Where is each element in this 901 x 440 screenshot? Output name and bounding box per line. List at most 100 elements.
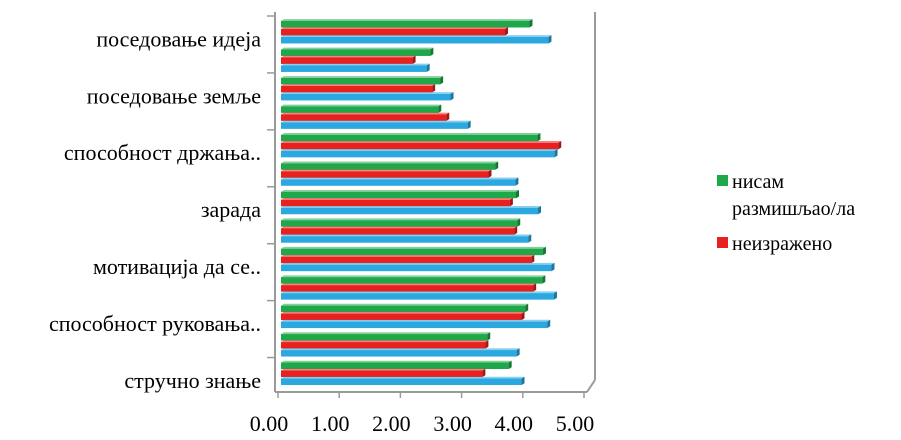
bar-2-11: [281, 350, 517, 357]
bar-1-1: [281, 57, 413, 64]
bar-2-3: [281, 122, 468, 129]
bar-top-1-6: [281, 197, 513, 200]
bar-1-6: [281, 199, 510, 207]
bar-0-4: [281, 134, 538, 142]
bar-top-1-7: [281, 226, 518, 229]
bar-2-9: [281, 293, 554, 300]
bar-2-1: [281, 65, 427, 72]
bar-end-0-0: [529, 19, 533, 28]
bar-top-1-9: [281, 283, 537, 286]
bar-end-0-4: [537, 133, 541, 142]
bars-group: [281, 19, 562, 386]
bar-0-10: [281, 305, 526, 313]
bar-end-1-3: [446, 112, 450, 121]
bar-top-1-0: [281, 27, 508, 29]
bar-end-1-1: [412, 55, 416, 64]
bar-0-7: [281, 220, 518, 227]
bar-top-1-8: [281, 254, 535, 257]
bar-top-2-7: [281, 234, 532, 237]
bar-top-1-11: [281, 340, 489, 343]
category-label: поседовање идеја: [96, 26, 261, 51]
x-axis-depth: [586, 379, 596, 393]
bar-end-0-5: [495, 161, 499, 170]
x-tick-label: 4.00: [495, 411, 534, 436]
bar-top-0-10: [281, 303, 529, 306]
bar-end-1-12: [482, 368, 486, 378]
bar-2-12: [281, 378, 522, 386]
bar-end-2-6: [538, 205, 542, 215]
bar-end-1-6: [509, 197, 513, 207]
category-label: мотивација да се..: [93, 254, 261, 279]
bar-end-2-8: [551, 262, 555, 272]
category-label: стручно знање: [124, 368, 261, 393]
bar-top-0-4: [281, 133, 541, 135]
bar-top-0-8: [281, 246, 546, 249]
bar-end-0-8: [542, 246, 546, 256]
bar-end-1-8: [531, 254, 535, 264]
bar-top-2-10: [281, 319, 551, 322]
bar-2-5: [281, 179, 516, 186]
bar-top-2-11: [281, 348, 520, 351]
bar-top-0-5: [281, 161, 499, 164]
bar-top-0-3: [281, 104, 442, 107]
bar-top-1-4: [281, 141, 562, 143]
bar-1-5: [281, 171, 489, 178]
legend: нисам размишљао/ла неизражено: [717, 171, 855, 255]
bar-end-0-9: [542, 275, 546, 284]
bar-1-4: [281, 142, 559, 150]
category-label: способност држања..: [64, 140, 261, 165]
bar-1-0: [281, 28, 505, 36]
x-tick-label: 5.00: [556, 411, 595, 436]
bar-top-1-12: [281, 368, 486, 371]
bar-0-5: [281, 163, 496, 170]
bar-end-0-2: [440, 76, 444, 85]
x-tick-label: 2.00: [372, 411, 411, 436]
bar-end-0-7: [517, 218, 521, 227]
bar-2-6: [281, 207, 539, 215]
bar-1-7: [281, 228, 515, 235]
bar-end-2-3: [467, 120, 471, 129]
bar-top-1-10: [281, 311, 525, 314]
legend-label: неизражено: [732, 233, 832, 255]
bar-end-1-11: [485, 340, 489, 349]
bar-top-1-1: [281, 55, 416, 58]
bar-end-0-1: [430, 47, 434, 56]
bar-end-1-10: [521, 311, 525, 321]
bar-end-2-10: [547, 319, 551, 329]
bar-top-0-0: [281, 19, 533, 21]
bar-end-2-2: [450, 92, 454, 101]
bar-0-8: [281, 248, 543, 256]
bar-1-10: [281, 313, 522, 321]
bar-end-2-11: [516, 348, 520, 357]
bar-end-1-0: [504, 27, 508, 36]
bar-end-2-12: [521, 376, 525, 386]
bar-end-2-4: [554, 149, 558, 158]
x-tick-label: 1.00: [311, 411, 350, 436]
bar-1-9: [281, 285, 534, 292]
category-label: поседовање земље: [87, 83, 261, 108]
bar-top-2-12: [281, 376, 525, 379]
category-label: способност руковања..: [49, 311, 261, 336]
bar-2-7: [281, 236, 529, 243]
bar-0-1: [281, 49, 431, 56]
bar-end-1-4: [558, 141, 562, 150]
bar-top-0-2: [281, 76, 444, 78]
bar-0-11: [281, 334, 488, 341]
bar-2-8: [281, 264, 552, 272]
bar-end-0-6: [516, 189, 520, 199]
x-tick-label: 3.00: [433, 411, 472, 436]
bar-end-2-7: [528, 234, 532, 243]
bar-top-2-6: [281, 205, 542, 208]
category-label: зарада: [201, 197, 261, 222]
bar-end-0-12: [508, 360, 512, 370]
bar-top-2-2: [281, 92, 454, 94]
bar-end-1-2: [432, 84, 436, 93]
bar-end-1-9: [533, 283, 537, 292]
legend-label: нисам размишљао/ла: [732, 171, 855, 220]
category-labels: поседовање идеја поседовање земље способно…: [49, 26, 261, 393]
axes-group: [267, 12, 596, 398]
bar-top-0-7: [281, 218, 521, 221]
bar-0-2: [281, 77, 441, 85]
bar-end-2-5: [515, 177, 519, 186]
